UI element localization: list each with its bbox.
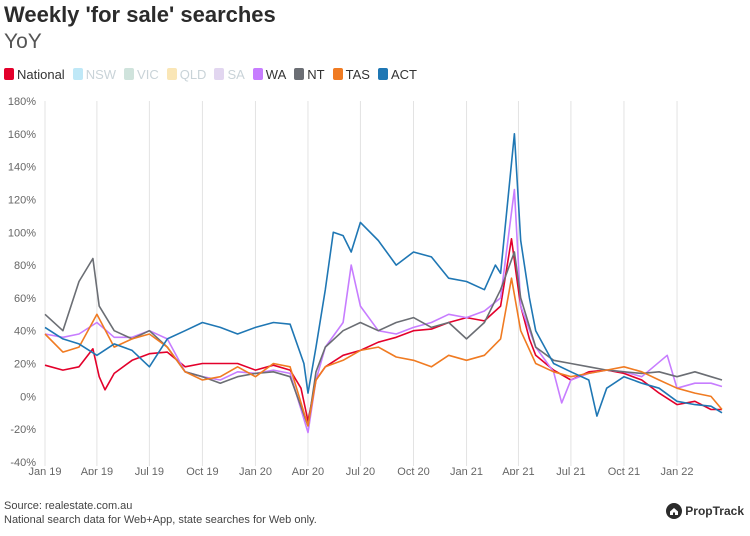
legend-item-qld[interactable]: QLD (166, 66, 207, 82)
house-icon (666, 503, 683, 519)
legend-swatch (252, 68, 263, 80)
y-tick-label: 100% (8, 227, 36, 239)
x-tick-label: Jan 22 (661, 466, 694, 475)
legend-label: QLD (179, 66, 207, 82)
legend-swatch (72, 68, 83, 80)
legend-item-nsw[interactable]: NSW (72, 66, 117, 82)
x-tick-label: Jan 21 (450, 466, 483, 475)
y-tick-label: 120% (8, 194, 36, 206)
y-tick-label: -20% (10, 424, 36, 436)
legend-item-tas[interactable]: TAS (332, 66, 370, 82)
legend-label: NSW (85, 66, 117, 82)
series-line-national (44, 238, 722, 422)
x-tick-label: Jul 20 (346, 466, 375, 475)
y-tick-label: 180% (8, 96, 36, 108)
brand-logo: PropTrack (666, 503, 744, 519)
legend-swatch (294, 68, 305, 80)
series-line-wa (44, 188, 723, 434)
y-tick-label: -40% (10, 457, 36, 469)
legend-swatch (166, 68, 177, 80)
y-tick-label: 140% (8, 162, 36, 174)
x-tick-label: Jan 19 (28, 466, 61, 475)
footer: Source: realestate.com.au National searc… (4, 499, 317, 527)
x-tick-label: Oct 20 (397, 466, 429, 475)
legend-item-act[interactable]: ACT (377, 66, 417, 82)
legend-item-wa[interactable]: WA (252, 66, 287, 82)
x-tick-label: Apr 19 (81, 466, 113, 475)
y-tick-label: 20% (14, 359, 36, 371)
brand-name: PropTrack (685, 504, 744, 518)
chart-subtitle: YoY (4, 30, 42, 53)
series-line-act (44, 133, 723, 417)
legend-label: NT (307, 66, 325, 82)
legend-swatch (332, 68, 343, 80)
line-chart: -40% -20% 0% 20% 40% 60% 80% 100% 120% 140% 160% 18… (8, 96, 723, 475)
y-tick-label: 160% (8, 129, 36, 141)
source-note: Source: realestate.com.au (4, 500, 133, 512)
chart-title: Weekly 'for sale' searches (4, 2, 276, 27)
x-tick-label: Jan 20 (239, 466, 272, 475)
legend-item-nt[interactable]: NT (294, 66, 325, 82)
legend-label: VIC (137, 66, 159, 82)
legend-item-vic[interactable]: VIC (124, 67, 159, 82)
x-tick-label: Apr 21 (502, 466, 534, 475)
legend: National NSW VIC QLD SA WA NT TAS ACT (4, 64, 425, 84)
x-tick-label: Oct 19 (186, 466, 218, 475)
legend-swatch (4, 68, 14, 80)
x-tick-label: Jul 19 (135, 466, 164, 475)
legend-swatch (377, 68, 388, 80)
legend-label: National (17, 66, 65, 82)
legend-item-national[interactable]: National (4, 67, 65, 82)
legend-swatch (124, 68, 135, 80)
legend-swatch (214, 68, 225, 80)
legend-item-sa[interactable]: SA (214, 66, 245, 82)
data-note: National search data for Web+App, state … (4, 514, 317, 526)
y-tick-label: 60% (14, 293, 36, 305)
y-tick-label: 0% (20, 391, 36, 403)
y-tick-label: 80% (14, 260, 36, 272)
legend-label: SA (227, 66, 245, 82)
series-line-nt (44, 251, 723, 427)
x-tick-label: Jul 21 (556, 466, 585, 475)
legend-label: ACT (390, 66, 417, 82)
series-line-tas (44, 277, 723, 427)
legend-label: TAS (345, 66, 370, 82)
legend-label: WA (265, 66, 287, 82)
y-tick-label: 40% (14, 326, 36, 338)
x-tick-label: Oct 21 (608, 466, 640, 475)
x-tick-label: Apr 20 (292, 466, 324, 475)
